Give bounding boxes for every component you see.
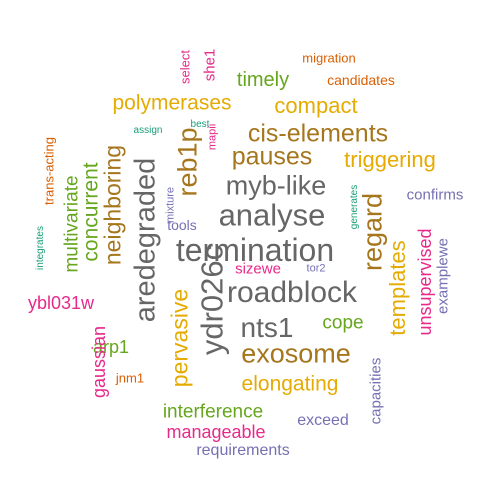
word-elongating: elongating xyxy=(241,372,339,396)
word-she1: she1 xyxy=(201,48,219,82)
word-tor2: tor2 xyxy=(306,262,326,275)
word-concurrent: concurrent xyxy=(79,162,103,262)
word-exceed: exceed xyxy=(297,412,349,429)
word-arp1: arp1 xyxy=(92,337,130,357)
word-interference: interference xyxy=(162,401,264,423)
word-integrates: integrates xyxy=(35,226,46,270)
word-nts1: nts1 xyxy=(240,312,294,343)
word-ybl031w: ybl031w xyxy=(27,293,95,313)
word-capacities: capacities xyxy=(367,357,385,425)
word-requirements: requirements xyxy=(196,442,290,459)
word-confirms: confirms xyxy=(406,186,464,204)
word-sizewe: sizewe xyxy=(235,260,281,278)
word-regard: regard xyxy=(357,192,388,272)
word-tools: tools xyxy=(167,217,197,233)
word-gaussian: gaussian xyxy=(89,325,109,399)
word-templates: templates xyxy=(385,240,410,336)
word-migration: migration xyxy=(302,50,356,66)
word-compact: compact xyxy=(274,93,358,118)
word-jnm1: jnm1 xyxy=(115,370,145,386)
word-cope: cope xyxy=(322,312,364,334)
word-timely: timely xyxy=(236,69,290,91)
word-trans-acting: trans-acting xyxy=(41,137,57,205)
word-mixture: mixture xyxy=(164,186,177,224)
word-neighboring: neighboring xyxy=(99,144,126,266)
word-myb-like: myb-like xyxy=(225,170,327,201)
word-roadblock: roadblock xyxy=(226,276,358,309)
word-select: select xyxy=(177,50,193,84)
word-best: best xyxy=(190,119,210,130)
word-analyse: analyse xyxy=(218,197,326,233)
word-triggering: triggering xyxy=(344,147,436,172)
word-generates: generates xyxy=(349,184,360,230)
word-unsupervised: unsupervised xyxy=(415,228,435,336)
word-candidates: candidates xyxy=(327,72,395,88)
word-examplewe: examplewe xyxy=(434,238,452,314)
word-manageable: manageable xyxy=(166,422,266,442)
word-polymerases: polymerases xyxy=(112,91,232,115)
word-multivariate: multivariate xyxy=(61,175,83,273)
word-pauses: pauses xyxy=(231,142,313,171)
word-pervasive: pervasive xyxy=(166,288,193,388)
word-assign: assign xyxy=(133,125,163,136)
word-aredegraded: aredegraded xyxy=(129,157,162,323)
word-ydr026c: ydr026c xyxy=(194,244,230,356)
word-termination: termination xyxy=(175,232,335,268)
word-reb1p: reb1p xyxy=(172,127,203,197)
word-cis-elements: cis-elements xyxy=(247,119,389,148)
word-exosome: exosome xyxy=(241,338,351,369)
